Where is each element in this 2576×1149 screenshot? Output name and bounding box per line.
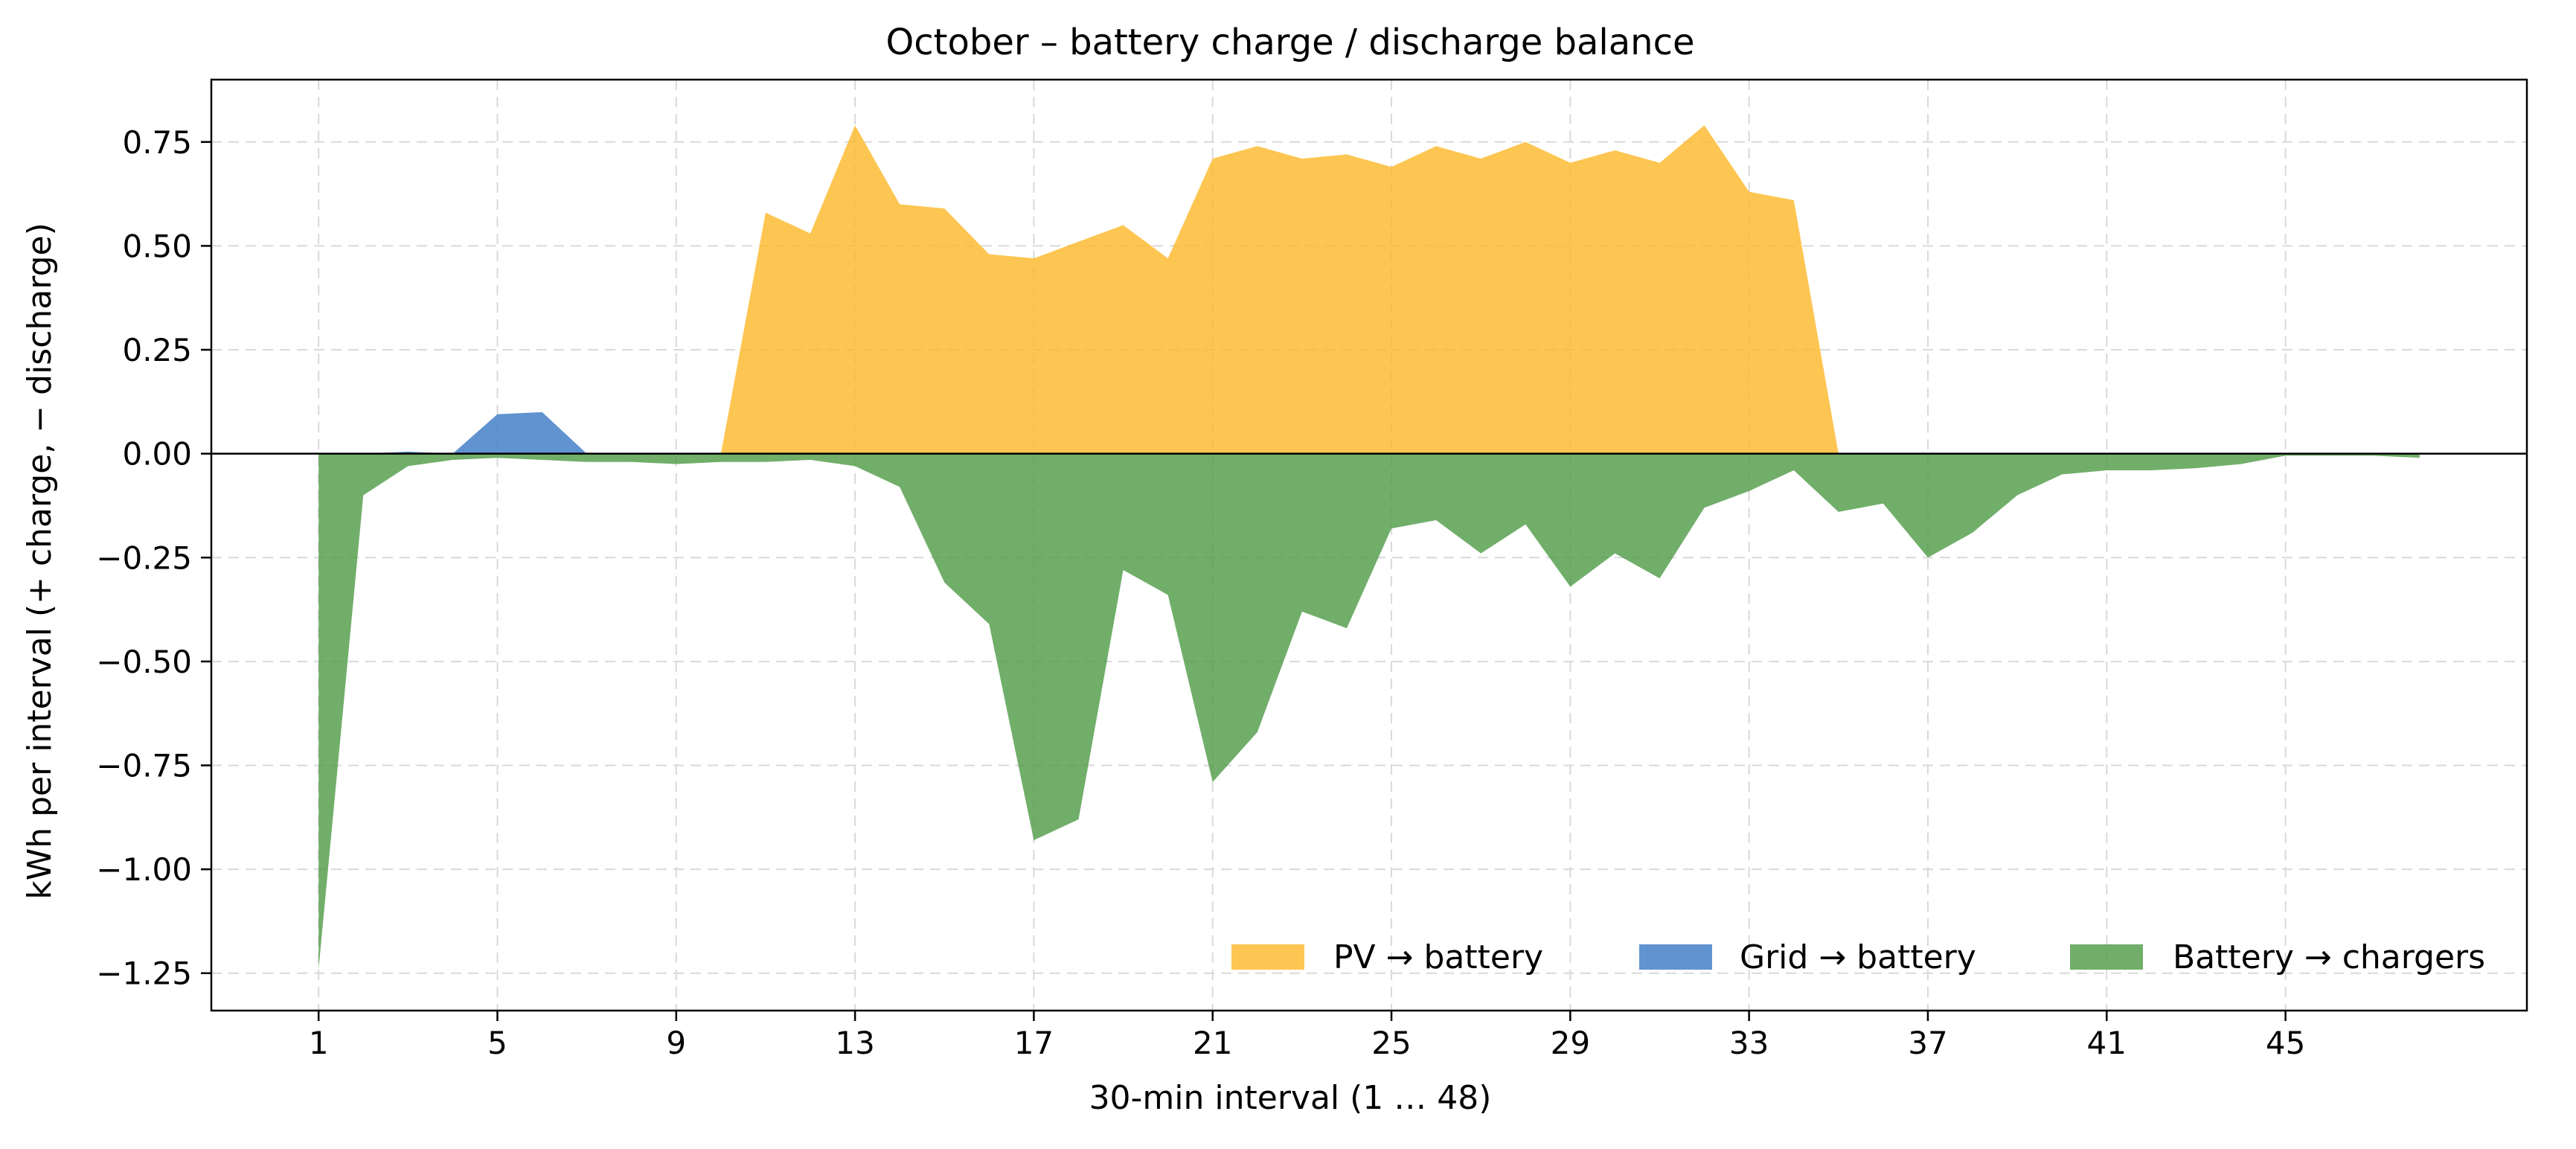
legend: PV → battery Grid → battery Battery → char… xyxy=(1231,938,2485,976)
x-tick-label: 21 xyxy=(1193,1025,1232,1061)
axis-layer: 1 5 9 13 17 21 25 29 33 37 41 45 −1.25 −1.00 −0.75 −0.5… xyxy=(96,78,2528,1061)
legend-swatch-1 xyxy=(1639,944,1712,970)
area-layer xyxy=(318,125,2420,970)
x-axis-label: 30-min interval (1 … 48) xyxy=(1089,1079,1492,1117)
y-tick-label: 0.25 xyxy=(122,332,192,368)
y-axis-label: kWh per interval (+ charge, − discharge) xyxy=(21,223,59,899)
x-tick-label: 9 xyxy=(666,1025,686,1061)
y-tick-label: 0.00 xyxy=(122,436,192,473)
x-tick-label: 37 xyxy=(1908,1025,1947,1061)
x-tick-label: 5 xyxy=(487,1025,507,1061)
legend-swatch-0 xyxy=(1231,944,1304,970)
x-tick-label: 29 xyxy=(1551,1025,1590,1061)
y-tick-label: −0.25 xyxy=(96,540,192,576)
legend-swatch-2 xyxy=(2070,944,2143,970)
y-tick-label: −1.00 xyxy=(96,851,192,888)
series-area-0 xyxy=(318,125,2420,454)
y-tick-label: −0.50 xyxy=(96,644,192,680)
y-tick-label: 0.50 xyxy=(122,228,192,264)
series-area-2 xyxy=(318,453,2420,970)
plot-frame xyxy=(210,78,2528,1012)
legend-label-1: Grid → battery xyxy=(1740,938,1976,976)
y-tick-label: −0.75 xyxy=(96,747,192,784)
x-tick-label: 13 xyxy=(835,1025,874,1061)
legend-label-2: Battery → chargers xyxy=(2173,938,2485,976)
x-tick-label: 45 xyxy=(2266,1025,2305,1061)
legend-label-0: PV → battery xyxy=(1333,938,1543,976)
x-tick-label: 41 xyxy=(2087,1025,2127,1061)
x-tick-label: 33 xyxy=(1729,1025,1769,1061)
x-tick-label: 25 xyxy=(1371,1025,1411,1061)
series-area-1 xyxy=(318,412,2420,454)
chart-title: October – battery charge / discharge bal… xyxy=(885,22,1694,63)
y-tick-label: 0.75 xyxy=(122,124,192,161)
y-tick-label: −1.25 xyxy=(96,956,192,992)
x-tick-label: 1 xyxy=(309,1025,329,1061)
x-tick-label: 17 xyxy=(1014,1025,1054,1061)
